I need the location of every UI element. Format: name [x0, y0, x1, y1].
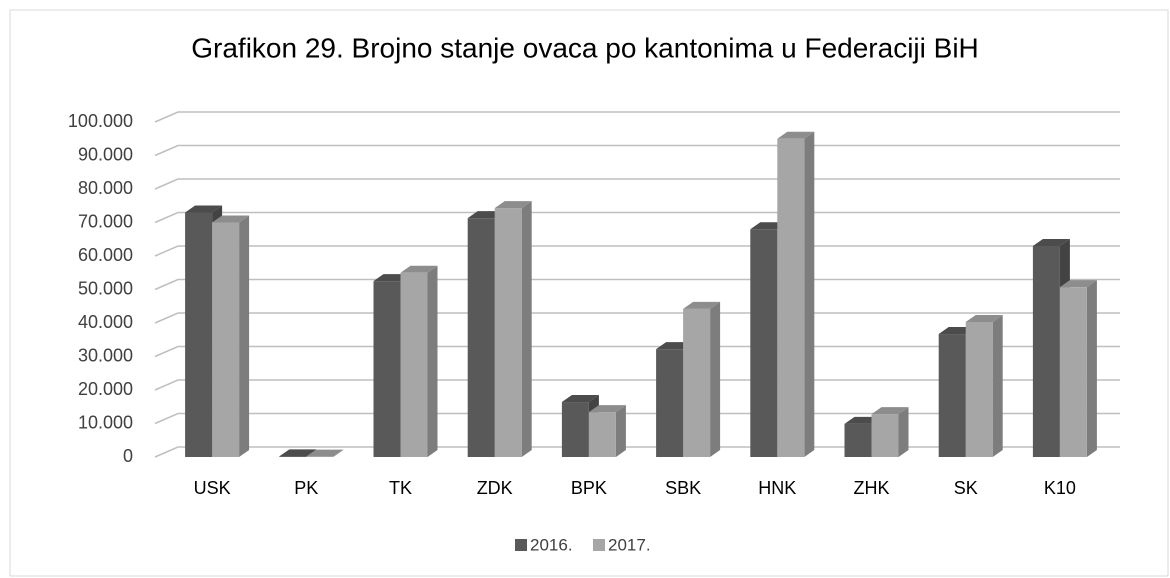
bar: [400, 272, 428, 457]
bar: [656, 349, 684, 457]
bar: [1059, 287, 1087, 457]
x-tick-label: SBK: [665, 478, 701, 498]
y-tick-label: 10.000: [78, 412, 133, 432]
bar: [561, 402, 589, 457]
bar-top: [279, 449, 317, 457]
legend-label: 2016.: [530, 535, 573, 554]
bar-side: [521, 201, 532, 457]
bar: [279, 456, 307, 457]
bar-top: [306, 449, 344, 457]
x-tick-label: ZDK: [477, 478, 513, 498]
bar: [777, 138, 805, 457]
bar-top: [561, 395, 599, 403]
bar-side: [1086, 280, 1097, 457]
bar: [1032, 245, 1060, 457]
bar-top: [1032, 238, 1070, 246]
bar-top: [1059, 280, 1097, 288]
x-tick-label: K10: [1044, 478, 1076, 498]
bar-side: [615, 405, 626, 457]
bar-side: [898, 407, 909, 457]
y-tick-label: 90.000: [78, 144, 133, 164]
bar: [844, 423, 872, 457]
bar: [683, 308, 711, 457]
x-tick-label: SK: [954, 478, 978, 498]
bar-top: [683, 301, 721, 309]
y-tick-label: 70.000: [78, 211, 133, 231]
legend-swatch: [593, 539, 605, 551]
bar: [871, 414, 899, 457]
bar-top: [588, 405, 626, 413]
bar: [750, 229, 778, 457]
bar-top: [965, 314, 1003, 322]
bar-top: [494, 201, 532, 209]
bar: [588, 412, 616, 457]
x-tick-label: BPK: [571, 478, 607, 498]
bar: [494, 208, 522, 457]
x-tick-label: HNK: [758, 478, 796, 498]
bar: [965, 321, 993, 457]
y-tick-label: 0: [123, 446, 133, 466]
y-tick-label: 30.000: [78, 345, 133, 365]
bar-top: [777, 131, 815, 139]
bar-top: [185, 205, 223, 213]
y-tick-label: 100.000: [68, 111, 133, 131]
bar: [467, 218, 495, 457]
bar-top: [871, 407, 909, 415]
bar-side: [333, 449, 344, 457]
legend-label: 2017.: [608, 535, 651, 554]
y-tick-label: 20.000: [78, 379, 133, 399]
grid-line: [154, 111, 1120, 123]
y-tick-label: 50.000: [78, 278, 133, 298]
bar-top: [212, 215, 250, 223]
bar: [212, 222, 240, 457]
bar-side: [992, 314, 1003, 457]
x-tick-label: USK: [194, 478, 231, 498]
x-tick-label: TK: [389, 478, 412, 498]
y-tick-label: 80.000: [78, 178, 133, 198]
y-tick-label: 60.000: [78, 245, 133, 265]
chart-title: Grafikon 29. Brojno stanje ovaca po kant…: [191, 32, 979, 63]
bar-side: [239, 215, 250, 457]
x-tick-label: PK: [294, 478, 318, 498]
bar-side: [804, 131, 815, 457]
bar-side: [427, 265, 438, 457]
bar: [938, 334, 966, 457]
bar-side: [710, 301, 721, 457]
legend-swatch: [515, 539, 527, 551]
bar-top: [400, 265, 438, 273]
y-tick-label: 40.000: [78, 312, 133, 332]
bar: [185, 212, 213, 457]
x-tick-label: ZHK: [854, 478, 890, 498]
bar: [373, 281, 401, 457]
